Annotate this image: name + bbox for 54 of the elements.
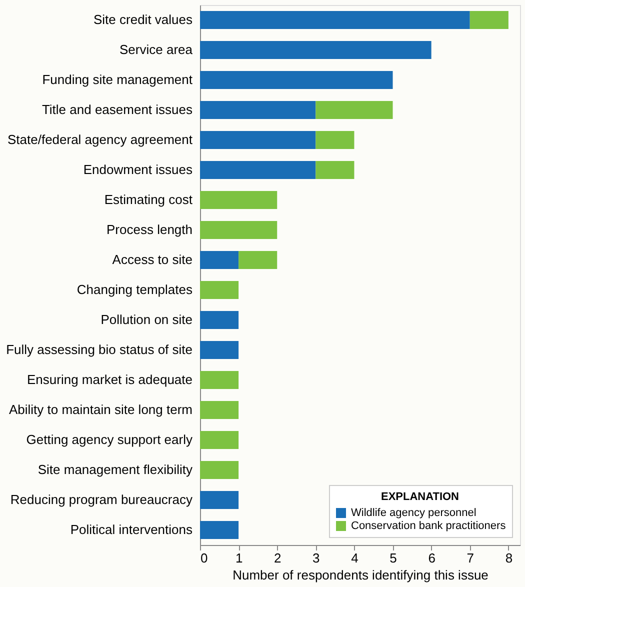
y-tick-label: Pollution on site [100, 312, 192, 327]
y-tick-label: Process length [106, 222, 192, 237]
x-tick-label: 5 [390, 550, 397, 566]
bar [200, 191, 278, 209]
y-tick-label: Site management flexibility [38, 462, 193, 477]
y-tick-label: Ensuring market is adequate [27, 372, 192, 387]
y-tick-label: Political interventions [70, 522, 193, 537]
y-tick-label: Estimating cost [104, 192, 193, 207]
legend-label: Wildlife agency personnel [351, 507, 476, 519]
y-tick-label: Title and easement issues [42, 102, 193, 117]
bar [200, 341, 239, 359]
bar [200, 521, 239, 539]
x-tick-label: 7 [466, 550, 474, 566]
x-tick-label: 2 [274, 550, 282, 566]
bar [200, 11, 470, 29]
x-tick-label: 4 [351, 550, 358, 566]
y-tick-label: Access to site [112, 252, 192, 267]
bar [316, 161, 354, 179]
bar [200, 131, 316, 149]
bar [200, 101, 316, 119]
bar [200, 71, 393, 89]
y-tick-label: Site credit values [94, 12, 193, 27]
bar [200, 251, 239, 269]
bar [200, 221, 278, 239]
bar [200, 281, 239, 299]
bar [200, 161, 316, 179]
y-tick-label: Reducing program bureaucracy [10, 492, 193, 507]
x-tick-label: 0 [200, 550, 208, 566]
bar [200, 371, 239, 389]
bar [470, 11, 508, 29]
bar [200, 461, 239, 479]
y-tick-label: State/federal agency agreement [7, 132, 193, 147]
x-tick-label: 1 [235, 550, 243, 566]
y-tick-label: Fully assessing bio status of site [6, 342, 192, 357]
y-tick-label: Funding site management [42, 72, 193, 87]
y-tick-label: Endowment issues [83, 162, 193, 177]
bar [200, 311, 239, 329]
bar [316, 131, 354, 149]
x-tick-label: 3 [312, 550, 320, 566]
bar [316, 101, 393, 119]
bar [200, 41, 432, 59]
bar [200, 401, 239, 419]
y-tick-label: Getting agency support early [26, 432, 193, 447]
legend-label: Conservation bank practitioners [351, 520, 506, 532]
x-axis-title: Number of respondents identifying this issue [232, 568, 488, 582]
x-tick-label: 8 [505, 550, 513, 566]
y-tick-label: Changing templates [76, 282, 193, 297]
bar [238, 251, 278, 269]
bar [200, 491, 239, 509]
y-tick-label: Ability to maintain site long term [8, 402, 192, 417]
bar [200, 431, 239, 449]
x-tick-label: 6 [428, 550, 436, 566]
y-tick-label: Service area [120, 42, 194, 57]
legend-title: EXPLANATION [380, 491, 460, 503]
